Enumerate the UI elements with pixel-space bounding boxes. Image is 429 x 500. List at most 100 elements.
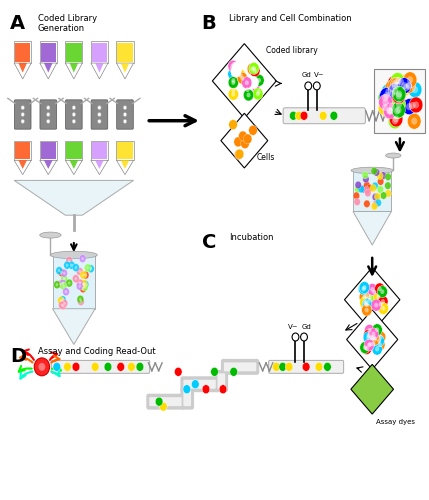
Polygon shape [14, 160, 31, 174]
Circle shape [398, 78, 404, 86]
Polygon shape [212, 44, 276, 118]
Circle shape [300, 112, 308, 120]
Circle shape [85, 264, 91, 272]
Circle shape [360, 342, 370, 353]
Circle shape [63, 302, 66, 305]
Circle shape [136, 362, 144, 372]
Circle shape [362, 286, 366, 292]
Circle shape [295, 112, 303, 120]
Circle shape [361, 296, 371, 308]
Circle shape [330, 112, 338, 120]
Circle shape [240, 62, 244, 66]
Circle shape [249, 62, 259, 74]
Polygon shape [65, 160, 82, 174]
Circle shape [232, 88, 236, 92]
Circle shape [390, 73, 404, 88]
Circle shape [363, 345, 367, 350]
Circle shape [367, 184, 373, 192]
Polygon shape [353, 170, 391, 211]
Circle shape [367, 332, 378, 344]
Circle shape [61, 298, 64, 302]
Polygon shape [66, 142, 82, 159]
Circle shape [381, 192, 387, 199]
Text: B: B [202, 14, 217, 33]
Text: Library and Cell Combination: Library and Cell Combination [230, 14, 352, 23]
Polygon shape [353, 212, 391, 245]
Circle shape [382, 94, 388, 102]
Polygon shape [40, 160, 57, 174]
Circle shape [59, 296, 66, 304]
Circle shape [412, 86, 418, 93]
Polygon shape [351, 364, 393, 414]
Circle shape [385, 182, 391, 190]
Circle shape [394, 108, 400, 114]
Circle shape [373, 168, 380, 176]
Circle shape [385, 88, 392, 95]
Circle shape [252, 66, 256, 71]
Circle shape [392, 118, 398, 124]
Circle shape [390, 77, 404, 93]
Circle shape [358, 186, 364, 193]
Circle shape [253, 84, 257, 89]
Circle shape [396, 106, 402, 114]
Polygon shape [353, 170, 391, 211]
Circle shape [388, 113, 402, 129]
Circle shape [384, 103, 397, 119]
Polygon shape [91, 41, 108, 63]
Circle shape [392, 88, 398, 95]
Circle shape [364, 294, 369, 298]
Circle shape [243, 134, 252, 144]
Circle shape [237, 72, 241, 77]
Circle shape [82, 282, 85, 285]
Circle shape [234, 69, 238, 73]
Circle shape [403, 84, 409, 91]
Polygon shape [344, 268, 400, 332]
FancyBboxPatch shape [181, 387, 194, 409]
FancyBboxPatch shape [91, 100, 108, 129]
Circle shape [369, 338, 378, 350]
FancyBboxPatch shape [224, 362, 256, 372]
Polygon shape [65, 63, 82, 79]
Circle shape [183, 384, 190, 394]
Circle shape [229, 120, 237, 130]
Circle shape [77, 296, 84, 304]
Polygon shape [91, 63, 108, 79]
Text: V~: V~ [314, 72, 324, 78]
Ellipse shape [50, 251, 97, 258]
Circle shape [368, 295, 372, 300]
Circle shape [228, 76, 239, 88]
Circle shape [250, 66, 254, 71]
Circle shape [234, 68, 244, 80]
Circle shape [392, 73, 405, 88]
Circle shape [369, 328, 379, 340]
Circle shape [363, 300, 367, 305]
Circle shape [363, 176, 369, 183]
Circle shape [382, 84, 395, 100]
Circle shape [355, 186, 361, 193]
Circle shape [370, 287, 375, 292]
Circle shape [79, 284, 81, 288]
Circle shape [360, 186, 366, 193]
FancyBboxPatch shape [181, 376, 219, 392]
Circle shape [60, 275, 67, 283]
Circle shape [371, 168, 378, 175]
Circle shape [385, 80, 399, 96]
Circle shape [364, 324, 375, 336]
Circle shape [175, 368, 182, 376]
Circle shape [368, 328, 372, 333]
Circle shape [87, 266, 89, 270]
Circle shape [84, 274, 87, 276]
Polygon shape [14, 41, 31, 63]
Polygon shape [117, 142, 133, 159]
Circle shape [384, 103, 397, 119]
Circle shape [313, 82, 320, 90]
Circle shape [231, 64, 235, 68]
Circle shape [228, 88, 239, 100]
Circle shape [60, 304, 63, 306]
Circle shape [372, 332, 375, 336]
FancyBboxPatch shape [183, 390, 191, 406]
Circle shape [245, 88, 250, 92]
Circle shape [399, 80, 413, 96]
Polygon shape [40, 63, 57, 79]
Circle shape [272, 362, 280, 372]
